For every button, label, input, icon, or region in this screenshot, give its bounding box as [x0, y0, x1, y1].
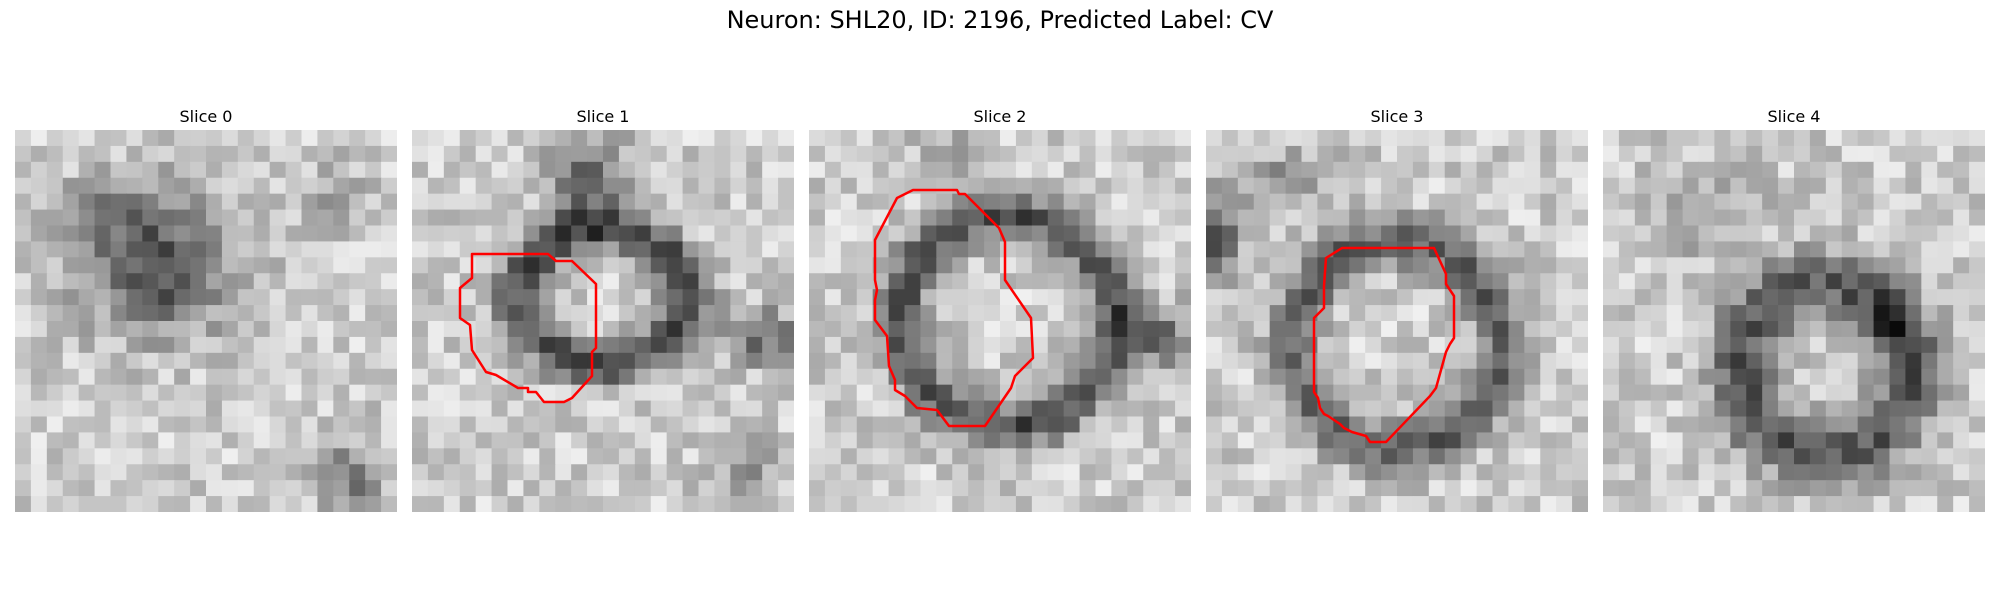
slice-panel-1: Slice 1 — [412, 104, 794, 512]
slice-panel-3: Slice 3 — [1206, 104, 1588, 512]
segmentation-contour — [873, 188, 1035, 428]
slice-image — [412, 130, 794, 512]
slice-title: Slice 0 — [179, 107, 233, 126]
slice-title: Slice 1 — [576, 107, 630, 126]
slice-title: Slice 4 — [1767, 107, 1821, 126]
slice-title: Slice 2 — [973, 107, 1027, 126]
slice-image — [1206, 130, 1588, 512]
slice-image — [15, 130, 397, 512]
slice-panel-0: Slice 0 — [15, 104, 397, 512]
segmentation-contour — [1312, 246, 1456, 444]
slice-panel-2: Slice 2 — [809, 104, 1191, 512]
figure-title: Neuron: SHL20, ID: 2196, Predicted Label… — [726, 6, 1274, 34]
slice-title: Slice 3 — [1370, 107, 1424, 126]
segmentation-contour — [458, 252, 598, 404]
slice-panel-4: Slice 4 — [1603, 104, 1985, 512]
slice-image — [809, 130, 1191, 512]
slice-image — [1603, 130, 1985, 512]
